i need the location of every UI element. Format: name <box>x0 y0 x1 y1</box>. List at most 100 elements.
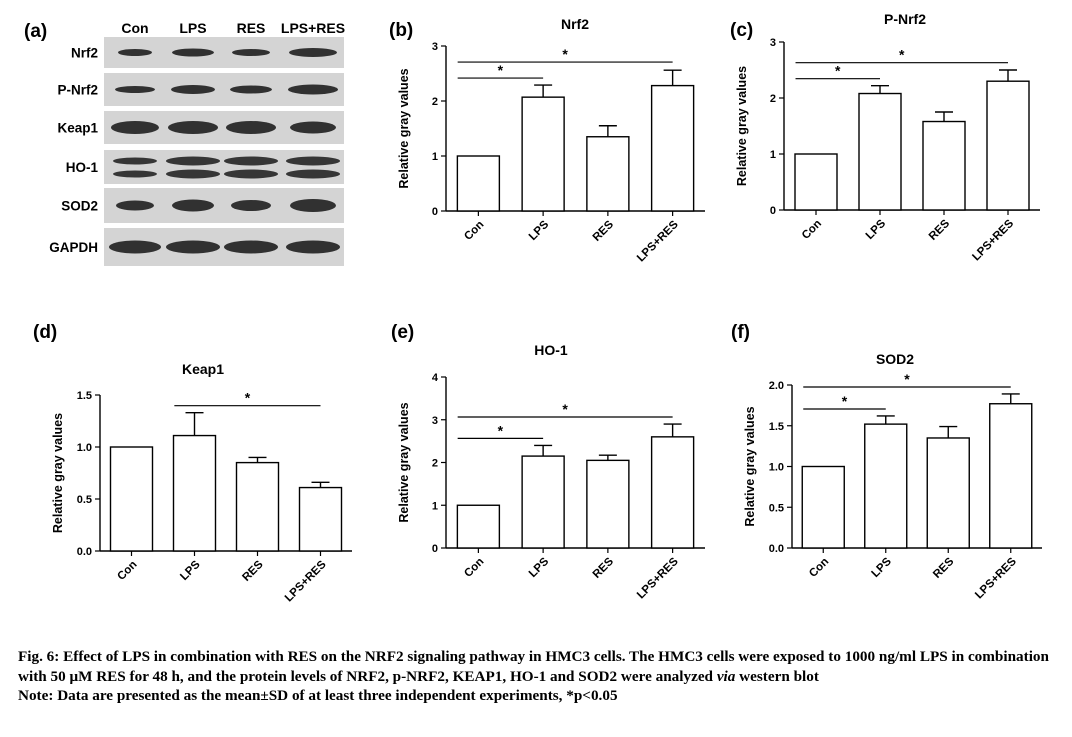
significance-marker: * <box>835 63 841 79</box>
panel-label: (c) <box>730 20 753 41</box>
blot-band <box>226 121 276 134</box>
caption-figure-text: Fig. 6: Effect of LPS in combination wit… <box>18 648 1049 685</box>
significance-marker: * <box>498 62 504 78</box>
y-tick-label: 2 <box>432 96 438 108</box>
blot-band <box>224 169 278 179</box>
y-tick-label: 4 <box>432 372 439 384</box>
bar-res <box>922 120 966 211</box>
y-tick-label: 1.0 <box>77 442 92 454</box>
blot-band <box>289 48 337 57</box>
bar-con <box>456 504 501 549</box>
blot-band <box>224 240 278 254</box>
chart-title: Nrf2 <box>561 16 589 32</box>
significance-marker: * <box>904 371 910 387</box>
blot-band <box>166 169 220 179</box>
blot-row-label-sod2: SOD2 <box>61 199 98 214</box>
significance-marker: * <box>562 46 568 62</box>
chart-title: P-Nrf2 <box>884 11 926 27</box>
panel-label-a: (a) <box>24 21 47 42</box>
y-tick-label: 0.5 <box>769 502 784 514</box>
significance-marker: * <box>899 47 905 63</box>
bar-lps <box>864 423 908 549</box>
bar-lps <box>521 455 565 549</box>
x-tick-label-lps: LPS <box>864 217 889 242</box>
blot-band <box>290 199 336 212</box>
x-tick-label-con: Con <box>800 218 824 242</box>
significance-marker: * <box>245 390 251 406</box>
y-tick-label: 0 <box>432 543 438 555</box>
blot-band <box>172 199 214 212</box>
x-tick-label-con: Con <box>462 556 486 580</box>
bar-lps-res <box>986 80 1030 211</box>
x-tick-label-lps: LPS <box>178 558 203 583</box>
blot-band <box>286 169 340 179</box>
blot-band <box>172 48 214 57</box>
y-tick-label: 0.0 <box>769 543 784 555</box>
chart-title: HO-1 <box>534 342 568 358</box>
x-tick-label-res: RES <box>591 218 616 243</box>
y-tick-label: 1 <box>432 500 438 512</box>
blot-lane-label-res: RES <box>237 20 266 36</box>
blot-band <box>109 240 161 254</box>
x-tick-label-lps: LPS <box>527 218 552 243</box>
bar-lps-res <box>989 403 1033 549</box>
panel-label: (d) <box>33 322 57 343</box>
blot-row-label-ho-1: HO-1 <box>66 160 99 175</box>
bar-lps-res <box>650 436 695 549</box>
y-axis-label: Relative gray values <box>735 66 749 186</box>
x-tick-label-res: RES <box>931 555 956 580</box>
panel-label: (b) <box>389 20 413 41</box>
blot-band <box>166 240 220 254</box>
blot-band <box>115 86 155 93</box>
panel-label: (f) <box>731 322 750 343</box>
x-tick-label-lps-res: LPS+RES <box>973 555 1019 601</box>
western-blot-panel: (a) Con LPS RES LPS+RES Nrf2 P-Nrf2 Keap1 HO-1 S… <box>24 20 345 266</box>
x-tick-label-con: Con <box>115 559 139 583</box>
blot-band <box>232 49 270 56</box>
chart-sod2: (f) SOD2 Relative gray values 0.0 0.5 1.0 1.5 2… <box>731 322 1042 601</box>
chart-p-nrf2: (c) P-Nrf2 Relative gray values 0 1 2 3 Con LPS R… <box>730 11 1040 263</box>
blot-band <box>286 156 340 166</box>
blot-band <box>168 121 218 134</box>
y-axis-label: Relative gray values <box>397 402 411 522</box>
significance-marker: * <box>498 422 504 438</box>
y-tick-label: 3 <box>432 415 438 427</box>
blot-band <box>230 85 272 94</box>
blot-row-label-nrf2: Nrf2 <box>71 46 98 61</box>
x-tick-label-lps-res: LPS+RES <box>283 558 329 604</box>
y-tick-label: 3 <box>770 37 776 49</box>
x-tick-label-lps-res: LPS+RES <box>635 555 681 601</box>
significance-marker: * <box>562 401 568 417</box>
x-tick-label-lps: LPS <box>870 555 895 580</box>
x-tick-label-lps-res: LPS+RES <box>970 217 1016 263</box>
blot-band <box>166 156 220 166</box>
panel-label: (e) <box>391 322 414 343</box>
blot-strip-ho-1 <box>104 150 344 184</box>
y-tick-label: 1.0 <box>769 462 784 474</box>
y-axis-label: Relative gray values <box>397 68 411 188</box>
y-tick-label: 0.5 <box>77 494 92 506</box>
blot-band <box>113 170 157 178</box>
blot-row-label-p-nrf2: P-Nrf2 <box>57 83 98 98</box>
bar-lps <box>172 434 217 552</box>
y-tick-label: 1.5 <box>77 390 92 402</box>
bar-con <box>794 153 838 211</box>
bar-lps <box>858 92 902 211</box>
bar-lps <box>521 96 565 212</box>
chart-title: SOD2 <box>876 351 914 367</box>
significance-marker: * <box>842 393 848 409</box>
blot-row-label-gapdh: GAPDH <box>49 240 98 255</box>
blot-band <box>116 200 154 211</box>
bar-lps-res <box>298 486 343 552</box>
chart-nrf2: (b) Nrf2 Relative gray values 0 1 2 3 Con LPS RES… <box>389 16 705 264</box>
blot-band <box>111 121 159 134</box>
y-tick-label: 1 <box>432 151 438 163</box>
x-tick-label-lps-res: LPS+RES <box>635 218 681 264</box>
bar-res <box>926 437 970 549</box>
y-tick-label: 0 <box>770 205 776 217</box>
blot-lane-label-lps: LPS <box>179 20 206 36</box>
blot-band <box>224 156 278 166</box>
bar-lps-res <box>650 84 695 212</box>
y-axis-label: Relative gray values <box>743 406 757 526</box>
